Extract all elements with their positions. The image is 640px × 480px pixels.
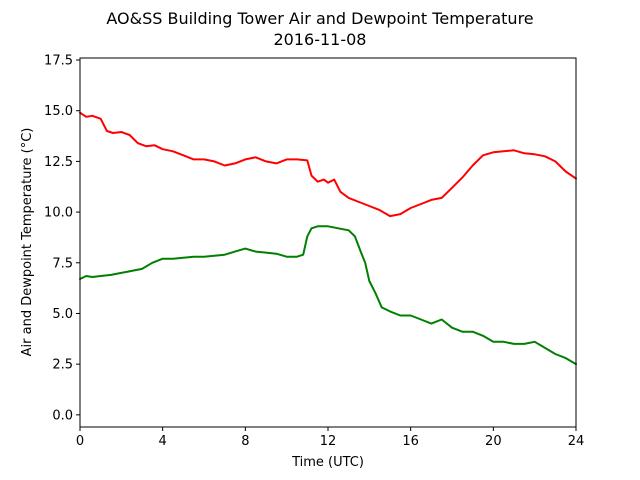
y-tick-label: 15.0 (44, 104, 73, 119)
series-line-0 (79, 111, 577, 218)
x-tick-label: 16 (402, 434, 419, 449)
y-tick-label: 7.5 (52, 256, 73, 271)
x-tick-label: 4 (159, 434, 167, 449)
chart-subtitle: 2016-11-08 (274, 30, 367, 49)
x-tick-label: 12 (320, 434, 337, 449)
y-tick-label: 0.0 (52, 408, 73, 423)
y-axis: 0.0 2.5 5.0 7.5 10.0 12.5 15.0 17.5 (44, 54, 80, 423)
x-tick-label: 8 (241, 434, 249, 449)
x-axis: 0 4 8 12 16 20 24 (76, 427, 584, 449)
x-tick-label: 20 (485, 434, 502, 449)
series-line-1 (79, 225, 577, 366)
chart-title: AO&SS Building Tower Air and Dewpoint Te… (106, 9, 533, 28)
y-tick-label: 5.0 (52, 307, 73, 322)
y-tick-label: 2.5 (52, 358, 73, 373)
x-axis-label: Time (UTC) (291, 455, 364, 470)
x-tick-label: 24 (568, 434, 585, 449)
y-tick-label: 10.0 (44, 206, 73, 221)
series-layer (79, 111, 577, 366)
x-tick-label: 0 (76, 434, 84, 449)
y-tick-label: 12.5 (44, 155, 73, 170)
y-tick-label: 17.5 (44, 54, 73, 69)
y-axis-label: Air and Dewpoint Temperature (°C) (20, 128, 35, 357)
